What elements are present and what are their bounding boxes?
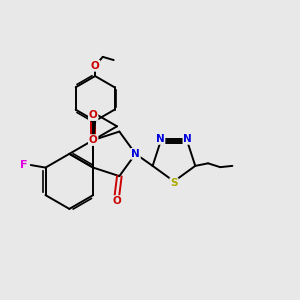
Text: O: O bbox=[112, 196, 121, 206]
Text: O: O bbox=[91, 61, 100, 71]
Text: O: O bbox=[89, 110, 98, 120]
Text: S: S bbox=[170, 178, 178, 188]
Text: N: N bbox=[183, 134, 192, 144]
Text: N: N bbox=[131, 149, 140, 159]
Text: O: O bbox=[89, 135, 98, 145]
Text: N: N bbox=[156, 134, 164, 144]
Text: F: F bbox=[20, 160, 28, 170]
